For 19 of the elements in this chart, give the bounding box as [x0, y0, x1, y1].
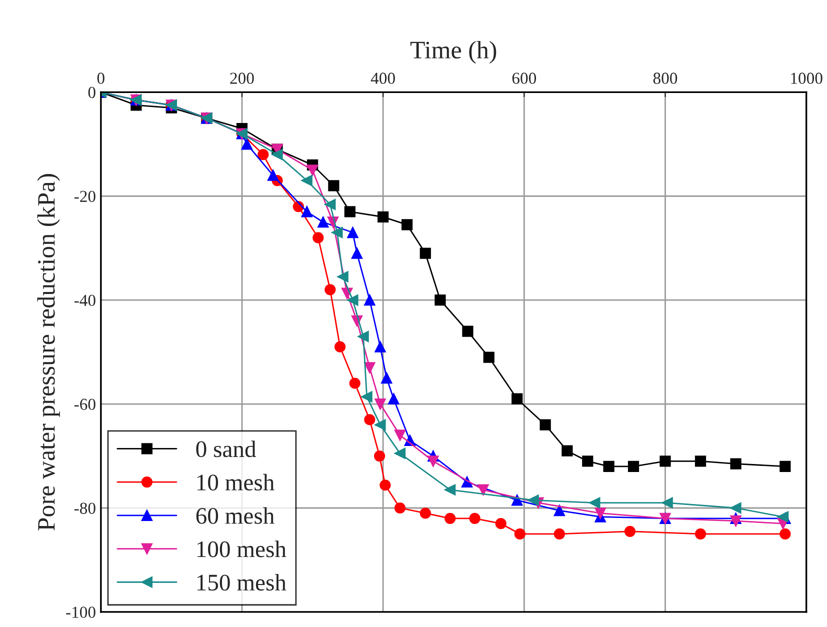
x-tick-label: 200 [230, 72, 254, 84]
legend-label: 10 mesh [197, 474, 274, 491]
legend-label: 0 sand [196, 440, 256, 458]
x-tick-label: 600 [512, 72, 536, 84]
x-tick-label: 400 [370, 72, 395, 84]
legend-label: 150 mesh [197, 574, 286, 591]
y-tick-label: -60 [74, 398, 96, 410]
legend-label: 60 mesh [196, 507, 274, 524]
x-tick-label: 800 [653, 72, 678, 84]
y-tick-label: -80 [74, 502, 96, 514]
y-tick-label: -40 [74, 294, 96, 306]
y-axis-title: Pore water pressure reduction (kPa) [37, 174, 60, 530]
x-tick-label: 0 [97, 72, 104, 84]
y-tick-label: 0 [88, 86, 96, 98]
y-tick-label: -100 [66, 606, 96, 618]
legend-label: 100 mesh [197, 540, 286, 558]
x-axis-title: Time (h) [410, 40, 496, 64]
x-tick-label: 1000 [791, 72, 822, 84]
y-tick-label: -20 [74, 190, 96, 202]
